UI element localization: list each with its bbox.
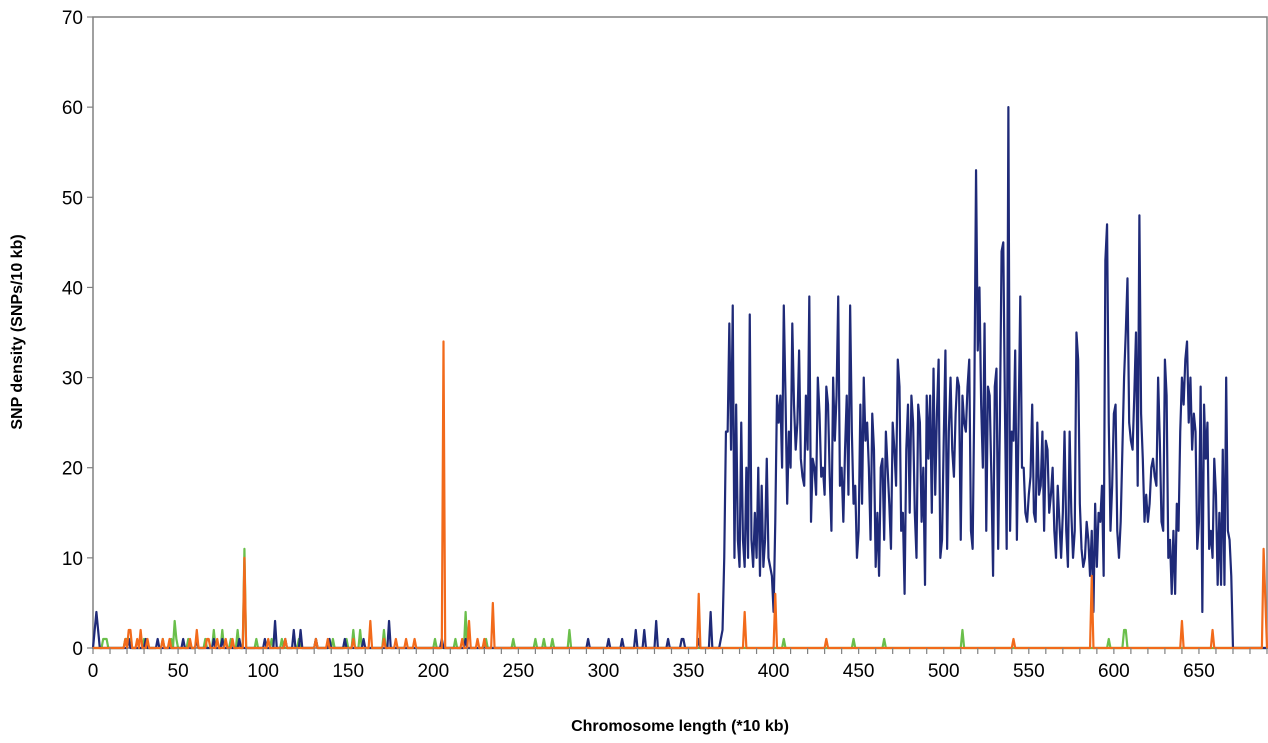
series-layer [91,106,1268,650]
x-tick-label: 100 [247,661,279,682]
x-tick-label: 500 [928,661,960,682]
series-line-3 [91,340,1268,650]
y-tick-label: 20 [62,459,83,480]
y-tick-label: 40 [62,278,83,299]
y-tick-label: 30 [62,369,83,390]
x-tick-label: 250 [503,661,535,682]
y-tick-label: 0 [72,639,83,660]
x-tick-label: 200 [417,661,449,682]
x-tick-label: 600 [1098,661,1130,682]
y-tick-label: 60 [62,98,83,119]
axes: 0 10 20 30 40 50 60 70 0 50 100 150 200 250 300 350 400 4… [62,8,1268,682]
x-tick-label: 300 [588,661,620,682]
y-tick-label: 10 [62,549,83,570]
series-line-2 [91,106,1268,650]
y-axis-title: SNP density (SNPs/10 kb) [9,234,26,429]
x-tick-label: 450 [843,661,875,682]
x-tick-label: 650 [1183,661,1215,682]
x-axis-title: Chromosome length (*10 kb) [571,718,789,735]
x-tick-label: 50 [168,661,189,682]
x-tick-label: 350 [673,661,705,682]
x-tick-label: 150 [332,661,364,682]
x-tick-label: 400 [758,661,790,682]
plot-area [92,16,1268,649]
y-tick-label: 70 [62,8,83,29]
x-tick-label: 0 [88,661,99,682]
x-tick-label: 550 [1013,661,1045,682]
y-tick-label: 50 [62,188,83,209]
